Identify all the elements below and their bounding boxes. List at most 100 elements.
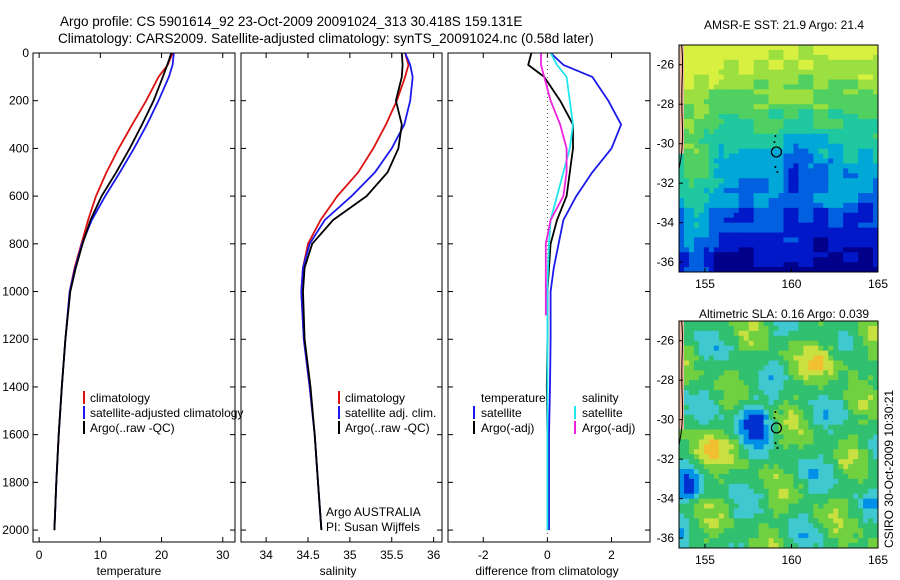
heatmap-cell (783, 380, 790, 386)
heatmap-cell (873, 518, 878, 524)
heatmap-cell (823, 237, 829, 243)
heatmap-cell (728, 84, 735, 91)
heatmap-cell (803, 143, 809, 150)
heatmap-cell (733, 449, 740, 455)
heatmap-cell (733, 528, 740, 534)
heatmap-cell (798, 429, 804, 436)
heatmap-cell (848, 247, 854, 253)
heatmap-cell (823, 449, 829, 455)
heatmap-cell (833, 459, 839, 465)
heatmap-cell (838, 252, 844, 258)
heatmap-cell (723, 365, 730, 371)
heatmap-cell (818, 183, 824, 189)
heatmap-cell (738, 104, 745, 110)
heatmap-cell (773, 89, 780, 95)
heatmap-cell (823, 395, 829, 401)
heatmap-cell (828, 163, 834, 169)
heatmap-cell (733, 64, 740, 71)
heatmap-cell (703, 59, 710, 66)
heatmap-cell (733, 49, 740, 56)
heatmap-cell (808, 153, 814, 160)
heatmap-cell (838, 247, 844, 253)
heatmap-cell (778, 404, 785, 411)
heatmap-cell (858, 49, 864, 56)
heatmap-cell (733, 257, 740, 263)
heatmap-cell (843, 193, 849, 199)
heatmap-cell (873, 355, 878, 362)
heatmap-cell (828, 409, 834, 416)
heatmap-cell (863, 143, 869, 150)
heatmap-cell (808, 498, 814, 505)
heatmap-cell (838, 464, 844, 470)
legend-temperature-title: temperature (481, 391, 546, 405)
heatmap-cell (679, 414, 685, 421)
heatmap-cell (813, 390, 819, 396)
heatmap-cell (818, 59, 824, 66)
heatmap-cell (698, 59, 705, 66)
heatmap-cell (788, 227, 795, 234)
heatmap-cell (808, 488, 814, 495)
heatmap-cell (713, 79, 720, 86)
heatmap-cell (763, 232, 770, 239)
heatmap-cell (798, 424, 804, 431)
heatmap-cell (853, 178, 859, 184)
heatmap-cell (728, 464, 735, 470)
heatmap-cell (868, 449, 874, 455)
heatmap-cell (728, 133, 735, 140)
heatmap-cell (808, 79, 814, 86)
heatmap-cell (873, 163, 878, 169)
heatmap-cell (683, 163, 690, 169)
heatmap-cell (848, 59, 854, 66)
heatmap-cell (823, 469, 829, 475)
heatmap-cell (718, 252, 725, 258)
heatmap-cell (688, 335, 695, 342)
heatmap-cell (808, 143, 814, 150)
heatmap-cell (723, 380, 730, 386)
heatmap-cell (748, 114, 755, 120)
heatmap-cell (818, 79, 824, 86)
heatmap-cell (713, 114, 720, 120)
heatmap-cell (833, 429, 839, 436)
heatmap-cell (793, 340, 799, 347)
heatmap-cell (808, 168, 814, 174)
heatmap-cell (698, 202, 705, 209)
heatmap-cell (708, 464, 715, 470)
heatmap-cell (773, 79, 780, 86)
heatmap-cell (768, 390, 775, 396)
heatmap-cell (818, 94, 824, 100)
heatmap-cell (758, 163, 765, 169)
heatmap-cell (748, 365, 755, 371)
heatmap-cell (768, 543, 775, 548)
heatmap-cell (793, 444, 799, 450)
heatmap-cell (753, 429, 760, 436)
heatmap-cell (713, 143, 720, 150)
heatmap-cell (708, 533, 715, 539)
heatmap-cell (693, 89, 700, 95)
heatmap-cell (743, 395, 750, 401)
heatmap-cell (873, 335, 878, 342)
heatmap-cell (763, 380, 770, 386)
heatmap-cell (703, 183, 710, 189)
heatmap-cell (873, 533, 878, 539)
heatmap-cell (778, 360, 785, 367)
heatmap-cell (733, 513, 740, 519)
heatmap-cell (788, 325, 795, 332)
heatmap-cell (863, 355, 869, 362)
heatmap-cell (868, 247, 874, 253)
heatmap-cell (733, 188, 740, 194)
heatmap-cell (863, 483, 869, 490)
heatmap-cell (813, 459, 819, 465)
heatmap-cell (758, 409, 765, 416)
heatmap-cell (813, 380, 819, 386)
heatmap-cell (838, 523, 844, 529)
heatmap-cell (679, 217, 685, 224)
heatmap-cell (778, 330, 785, 337)
heatmap-cell (788, 138, 795, 145)
heatmap-cell (848, 138, 854, 145)
heatmap-cell (838, 168, 844, 174)
heatmap-cell (838, 69, 844, 76)
heatmap-cell (813, 89, 819, 95)
heatmap-cell (683, 188, 690, 194)
heatmap-cell (813, 158, 819, 165)
heatmap-cell (788, 178, 795, 184)
